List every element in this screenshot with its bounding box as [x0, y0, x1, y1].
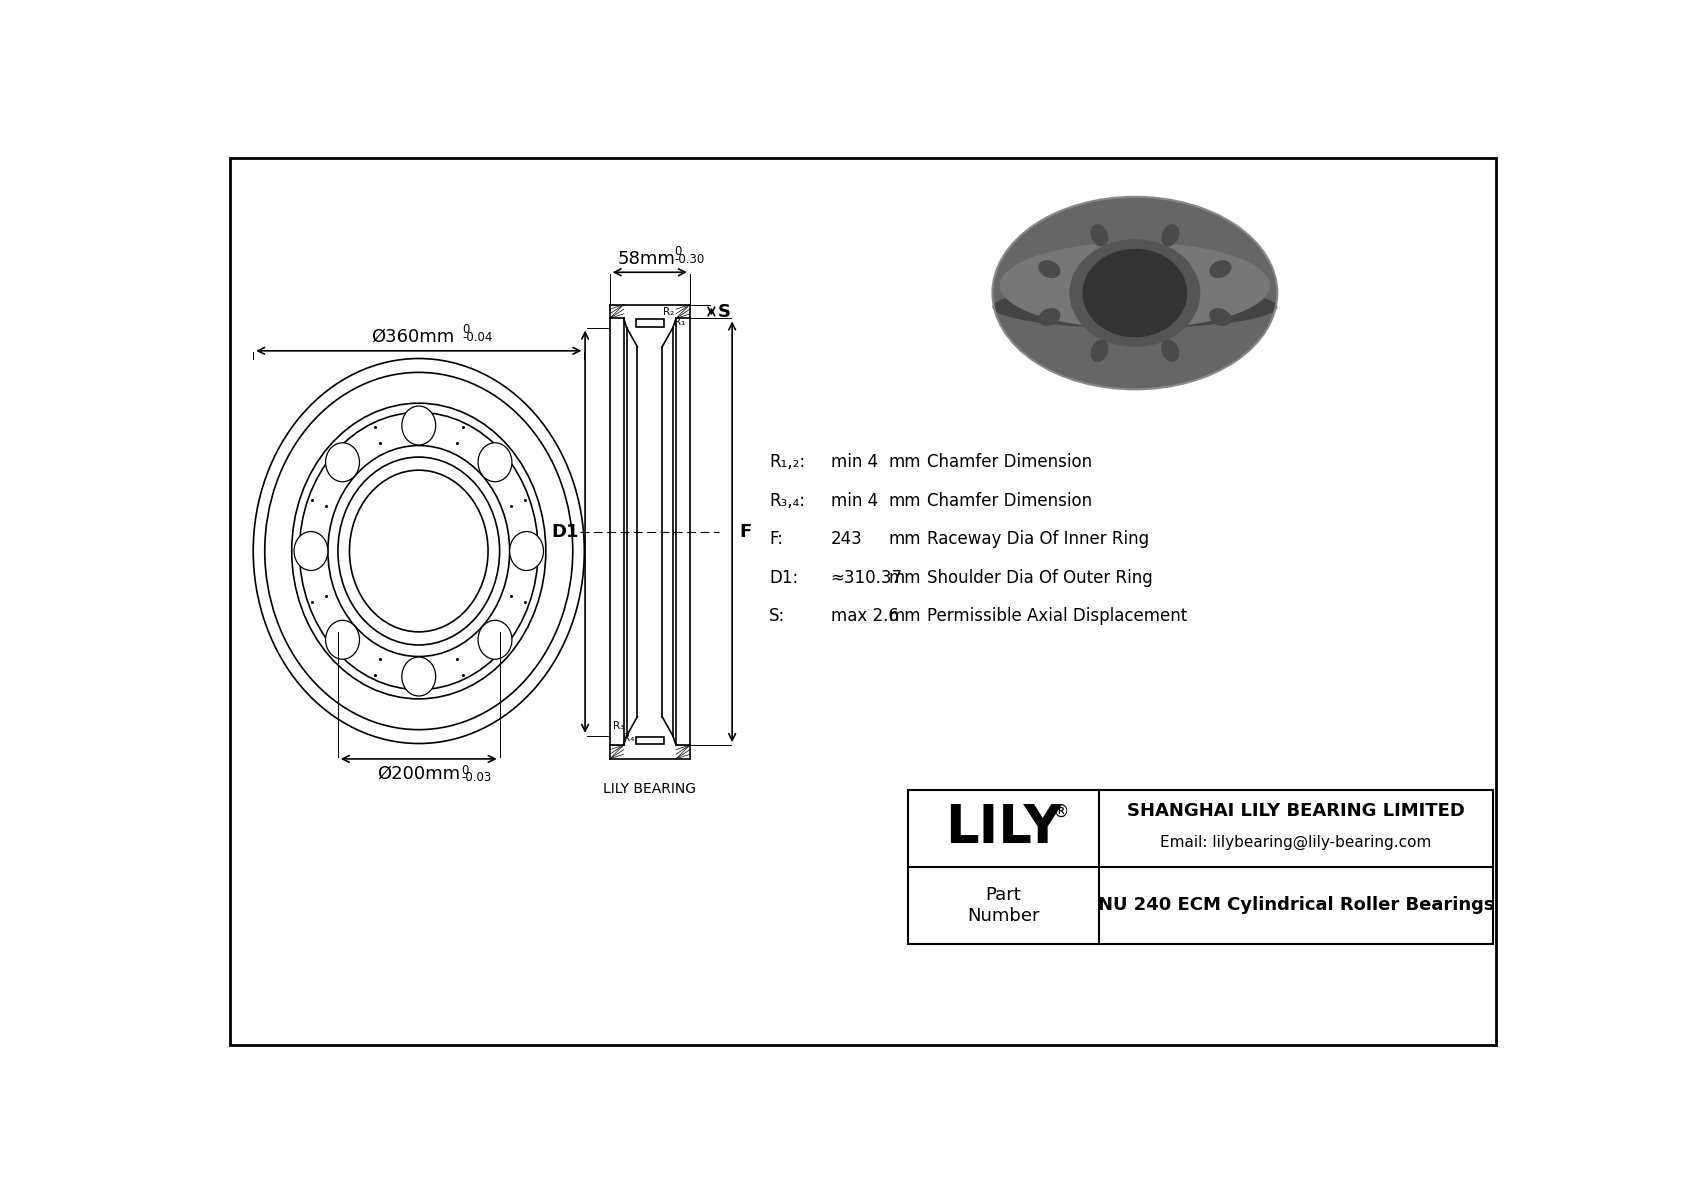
- Ellipse shape: [1091, 224, 1108, 247]
- Bar: [637, 319, 663, 328]
- Text: mm: mm: [889, 454, 921, 472]
- Text: Permissible Axial Displacement: Permissible Axial Displacement: [926, 607, 1187, 625]
- Text: min 4: min 4: [830, 492, 877, 510]
- Ellipse shape: [253, 358, 584, 743]
- Ellipse shape: [350, 470, 488, 632]
- Ellipse shape: [1000, 242, 1270, 329]
- Ellipse shape: [1162, 339, 1179, 362]
- Ellipse shape: [325, 621, 359, 660]
- Ellipse shape: [992, 197, 1276, 389]
- Text: 0: 0: [461, 323, 470, 336]
- Text: R₃: R₃: [613, 721, 625, 731]
- Text: R₄: R₄: [623, 734, 633, 743]
- Text: ≈310.37: ≈310.37: [830, 569, 903, 587]
- Text: F: F: [739, 523, 753, 541]
- Text: mm: mm: [889, 530, 921, 549]
- Bar: [908, 790, 1494, 943]
- Text: Ø200mm: Ø200mm: [377, 765, 460, 782]
- Ellipse shape: [325, 443, 359, 481]
- Text: Chamfer Dimension: Chamfer Dimension: [926, 492, 1093, 510]
- Text: SHANGHAI LILY BEARING LIMITED: SHANGHAI LILY BEARING LIMITED: [1127, 803, 1465, 821]
- Ellipse shape: [402, 406, 436, 445]
- Text: max 2.6: max 2.6: [830, 607, 899, 625]
- Ellipse shape: [1209, 308, 1231, 326]
- Text: LILY: LILY: [945, 803, 1061, 854]
- Text: S: S: [717, 303, 731, 320]
- Ellipse shape: [402, 657, 436, 696]
- Text: mm: mm: [889, 607, 921, 625]
- Ellipse shape: [478, 621, 512, 660]
- Text: F:: F:: [770, 530, 783, 549]
- Ellipse shape: [1037, 260, 1061, 279]
- Text: R₁: R₁: [674, 317, 685, 328]
- Text: Chamfer Dimension: Chamfer Dimension: [926, 454, 1093, 472]
- Text: R₃,₄:: R₃,₄:: [770, 492, 805, 510]
- Ellipse shape: [295, 531, 328, 570]
- Text: mm: mm: [889, 492, 921, 510]
- Ellipse shape: [992, 286, 1276, 328]
- Text: Ø360mm: Ø360mm: [370, 328, 455, 345]
- Ellipse shape: [1083, 249, 1187, 337]
- Text: S:: S:: [770, 607, 785, 625]
- Ellipse shape: [300, 412, 539, 690]
- Text: 58mm: 58mm: [618, 250, 675, 268]
- Ellipse shape: [328, 445, 510, 656]
- Ellipse shape: [478, 443, 512, 481]
- Text: -0.04: -0.04: [461, 331, 492, 344]
- Text: mm: mm: [889, 569, 921, 587]
- Text: -0.30: -0.30: [674, 254, 704, 266]
- Text: LILY BEARING: LILY BEARING: [603, 782, 695, 796]
- Ellipse shape: [264, 373, 573, 730]
- Ellipse shape: [1037, 308, 1061, 326]
- Text: D1: D1: [551, 523, 579, 541]
- Ellipse shape: [510, 531, 544, 570]
- Text: -0.03: -0.03: [461, 772, 492, 784]
- Text: 0: 0: [674, 245, 682, 258]
- Text: R₂: R₂: [663, 306, 675, 317]
- Text: 0: 0: [461, 763, 468, 777]
- Text: NU 240 ECM Cylindrical Roller Bearings: NU 240 ECM Cylindrical Roller Bearings: [1098, 896, 1494, 915]
- Ellipse shape: [291, 404, 546, 699]
- Ellipse shape: [338, 457, 500, 646]
- Text: Shoulder Dia Of Outer Ring: Shoulder Dia Of Outer Ring: [926, 569, 1154, 587]
- Text: R₁,₂:: R₁,₂:: [770, 454, 805, 472]
- Text: Raceway Dia Of Inner Ring: Raceway Dia Of Inner Ring: [926, 530, 1148, 549]
- Text: D1:: D1:: [770, 569, 798, 587]
- Ellipse shape: [1069, 239, 1201, 347]
- Ellipse shape: [1091, 339, 1108, 362]
- Text: 243: 243: [830, 530, 862, 549]
- Text: min 4: min 4: [830, 454, 877, 472]
- Text: Part
Number: Part Number: [967, 886, 1039, 924]
- Text: Email: lilybearing@lily-bearing.com: Email: lilybearing@lily-bearing.com: [1160, 835, 1431, 849]
- Text: ®: ®: [1052, 803, 1069, 821]
- Bar: [637, 736, 663, 744]
- Ellipse shape: [1162, 224, 1179, 247]
- Ellipse shape: [1209, 260, 1231, 279]
